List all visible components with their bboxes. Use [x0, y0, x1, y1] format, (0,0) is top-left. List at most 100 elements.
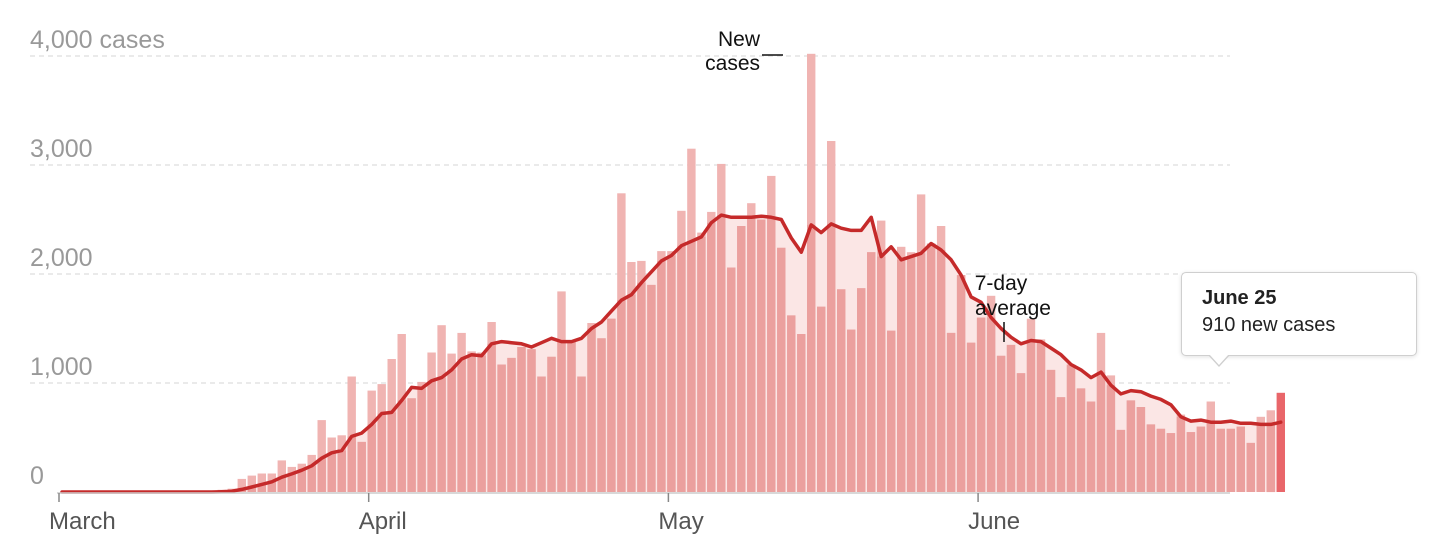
hover-tooltip: June 25 910 new cases	[1181, 272, 1417, 356]
bar-day-86-under-average	[916, 253, 926, 492]
bar-day-92-under-average	[976, 317, 986, 492]
bar-day-63-under-average	[687, 241, 696, 492]
bar-day-29-under-average	[347, 436, 356, 492]
bar-day-36-under-average	[417, 388, 426, 492]
x-tick-label-june: June	[968, 508, 1020, 535]
bar-day-93-under-average	[986, 317, 996, 492]
bar-day-21-under-average	[267, 481, 276, 492]
bar-day-111-under-average	[1166, 433, 1176, 492]
bar-day-70-under-average	[757, 219, 766, 492]
x-tick-label-april: April	[359, 508, 407, 535]
annotation-avg-label-line1: 7-day	[975, 272, 1028, 295]
tooltip-date: June 25	[1202, 287, 1277, 309]
bar-day-115-under-average	[1206, 422, 1215, 492]
bar-day-53-under-average	[587, 328, 596, 492]
annotation-avg-label-line2: average	[975, 297, 1051, 320]
bar-day-106-under-average	[1116, 429, 1126, 492]
bar-day-103-under-average	[1086, 401, 1096, 492]
bar-day-116-under-average	[1216, 428, 1225, 492]
annotation-new-label-line1: New	[718, 28, 761, 51]
bar-day-117-under-average	[1226, 428, 1235, 492]
bar-day-35-under-average	[407, 398, 416, 492]
bar-day-26-under-average	[317, 458, 326, 492]
bar-day-25-under-average	[307, 465, 316, 492]
bar-day-78-under-average	[837, 289, 846, 492]
bar-day-95-under-average	[1006, 344, 1016, 492]
bar-day-33-under-average	[387, 412, 396, 492]
annotations-group: New cases 7-day average	[705, 28, 1051, 342]
bar-day-121-under-average	[1266, 424, 1275, 492]
bar-day-81-under-average	[867, 252, 876, 492]
bar-day-120-under-average	[1256, 424, 1265, 492]
bar-day-80-under-average	[857, 288, 866, 492]
bar-day-42-under-average	[477, 355, 486, 493]
bar-day-87-under-average	[926, 243, 936, 492]
bar-day-34-under-average	[397, 400, 406, 492]
bar-day-23-under-average	[287, 473, 296, 492]
bar-day-24-under-average	[297, 470, 306, 492]
bar-day-76-under-average	[817, 306, 826, 492]
y-tick-label-2000: 2,000	[30, 244, 93, 272]
bar-day-77-under-average	[827, 223, 836, 492]
bar-day-49-under-average	[547, 356, 556, 492]
bar-day-50-under-average	[557, 341, 566, 492]
bar-day-39-under-average	[447, 369, 456, 492]
average-line	[60, 213, 1283, 494]
bar-day-79-under-average	[847, 329, 856, 492]
bar-day-57-under-average	[627, 294, 636, 492]
bar-day-30-under-average	[357, 441, 366, 492]
bar-day-74-under-average	[797, 334, 806, 492]
bar-day-110-under-average	[1156, 428, 1166, 492]
bar-day-122	[1276, 392, 1285, 492]
bar-day-52-under-average	[577, 376, 586, 492]
bar-day-38-under-average	[437, 377, 446, 492]
bar-day-84-under-average	[897, 259, 906, 492]
bar-day-46-under-average	[517, 347, 526, 492]
bar-day-71-under-average	[767, 217, 776, 493]
bar-day-64-under-average	[697, 236, 706, 492]
bar-day-61-under-average	[667, 255, 676, 492]
bar-day-108-under-average	[1136, 407, 1146, 492]
bar-day-100-under-average	[1056, 397, 1066, 492]
bar-day-83-under-average	[887, 330, 896, 492]
y-tick-label-4000: 4,000 cases	[30, 26, 165, 54]
bar-day-40-under-average	[457, 359, 466, 492]
bar-day-94-under-average	[996, 355, 1006, 493]
bar-day-27-under-average	[327, 452, 336, 492]
bar-day-101-under-average	[1066, 364, 1076, 492]
bar-day-112-under-average	[1176, 416, 1186, 492]
bar-day-91-under-average	[966, 342, 976, 492]
annotation-new-label-line2: cases	[705, 52, 760, 75]
bars-group	[217, 53, 1285, 493]
bar-day-118-under-average	[1236, 426, 1245, 492]
bar-day-32-under-average	[377, 413, 386, 492]
bar-day-47-under-average	[527, 349, 536, 492]
bar-day-22-under-average	[277, 477, 286, 492]
tooltip-arrow-inner	[1209, 354, 1229, 365]
bar-day-104-under-average	[1096, 372, 1106, 492]
bar-day-119-under-average	[1246, 442, 1255, 492]
bar-day-28-under-average	[337, 450, 346, 492]
bar-day-90-under-average	[956, 275, 966, 492]
bar-day-75-under-average	[807, 224, 816, 492]
bar-day-37-under-average	[427, 380, 436, 492]
y-tick-label-3000: 3,000	[30, 135, 93, 163]
bar-day-58-under-average	[637, 282, 646, 492]
bar-day-60-under-average	[657, 260, 666, 492]
bar-day-62-under-average	[677, 245, 686, 492]
bar-day-102-under-average	[1076, 388, 1086, 492]
axes-group: March April May June	[49, 492, 1230, 535]
bar-day-85-under-average	[906, 256, 916, 492]
bar-day-98-under-average	[1036, 341, 1046, 492]
bar-day-68-under-average	[737, 226, 746, 492]
bar-day-97-under-average	[1026, 340, 1036, 492]
bar-day-51-under-average	[567, 341, 576, 492]
bar-day-41-under-average	[467, 354, 476, 492]
bar-day-107-under-average	[1126, 400, 1136, 492]
x-tick-label-may: May	[658, 508, 703, 535]
bar-day-59-under-average	[647, 284, 656, 492]
bar-day-67-under-average	[727, 267, 736, 492]
bar-day-29	[347, 376, 356, 492]
bar-day-19-under-average	[247, 487, 256, 492]
